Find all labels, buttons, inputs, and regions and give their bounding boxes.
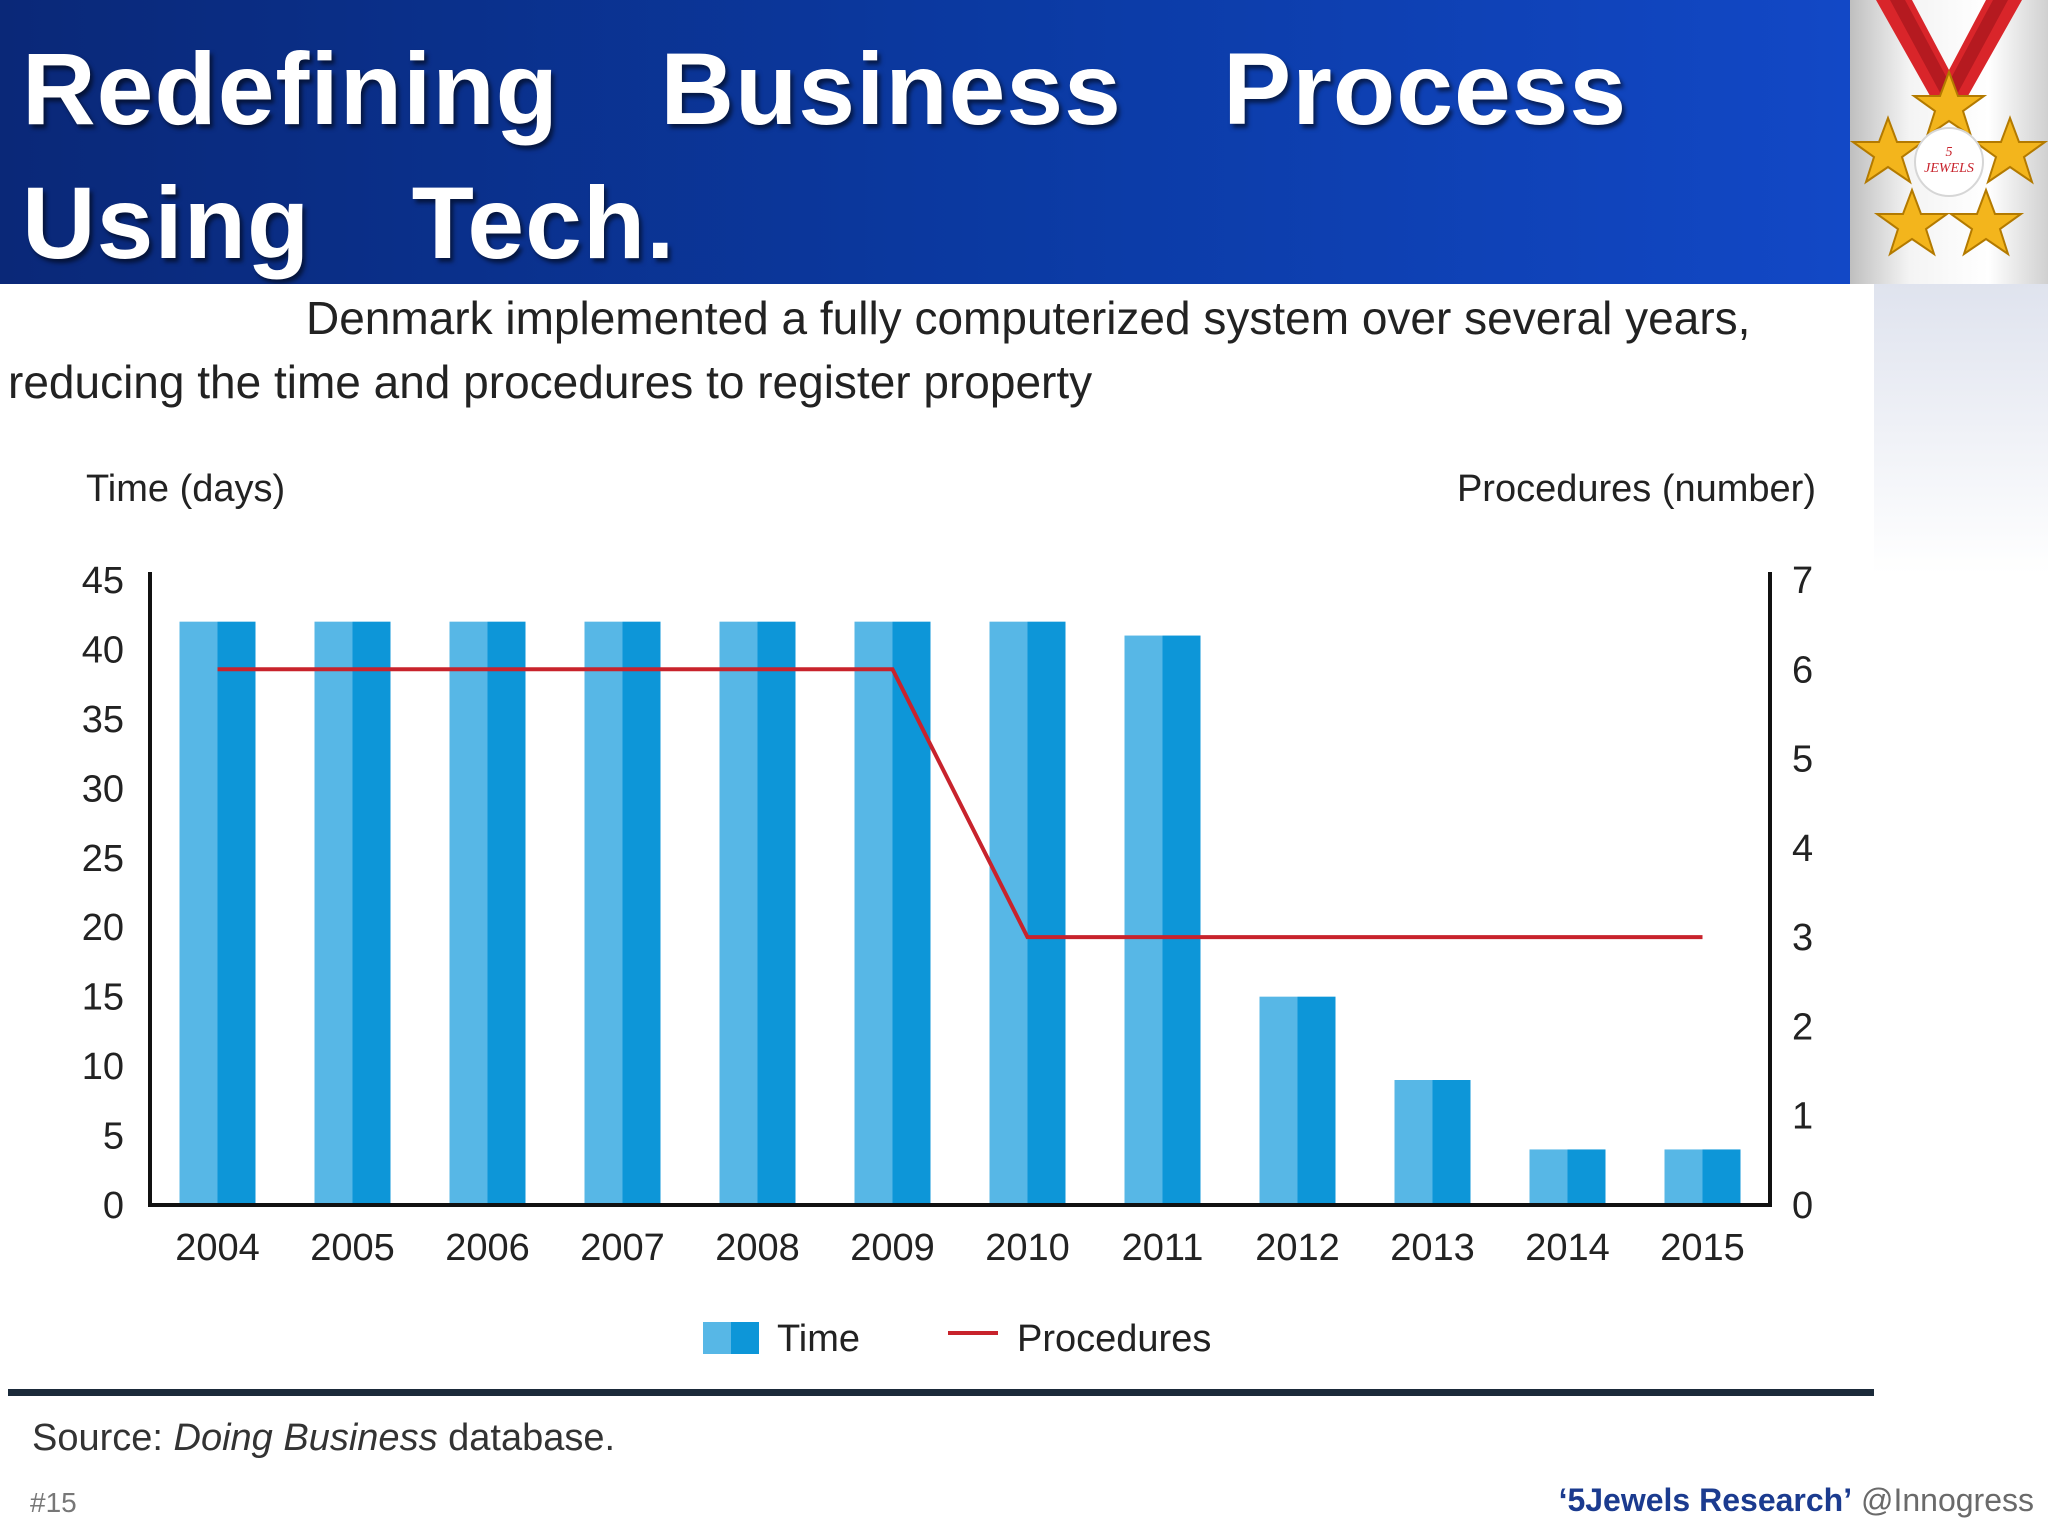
left-tick-label: 15 [82, 977, 124, 1019]
x-tick-label: 2009 [850, 1227, 935, 1269]
logo-word: JEWELS [1924, 161, 1974, 176]
bar-time-2009 [854, 621, 931, 1205]
legend-label-time: Time [777, 1318, 860, 1360]
x-tick-label: 2005 [310, 1227, 395, 1269]
bar-time-2006 [449, 621, 526, 1205]
bar-time-2004 [179, 621, 256, 1205]
chart-subtitle: Denmark implemented a fully computerized… [8, 292, 1751, 408]
x-tick-label: 2010 [985, 1227, 1070, 1269]
bar-time-2012 [1259, 996, 1336, 1205]
slide-title: Redefining Business Process Using Tech. [22, 32, 1628, 280]
bar-time-2011 [1124, 635, 1201, 1205]
left-tick-label: 40 [82, 629, 124, 671]
slide-header: Redefining Business Process Using Tech. [0, 0, 1850, 284]
procedures-line [217, 667, 1703, 940]
left-tick-label: 5 [103, 1116, 124, 1158]
bar-time-2013 [1394, 1080, 1471, 1205]
right-tick-label: 5 [1792, 739, 1813, 781]
right-tick-label: 6 [1792, 649, 1813, 691]
bar-time-2015 [1664, 1149, 1741, 1205]
left-tick-label: 30 [82, 768, 124, 810]
five-jewels-logo: 5 JEWELS [1849, 0, 2048, 284]
left-tick-label: 25 [82, 838, 124, 880]
logo-number: 5 [1946, 145, 1953, 160]
x-tick-label: 2006 [445, 1227, 530, 1269]
source-note: Source: Doing Business database. [32, 1417, 616, 1459]
right-tick-label: 3 [1792, 917, 1813, 959]
chart: Time (days) Procedures (number) 05101520… [82, 468, 1816, 1360]
divider [8, 1389, 1874, 1396]
right-tick-label: 7 [1792, 560, 1813, 602]
right-tick-label: 2 [1792, 1006, 1813, 1048]
bar-time-2008 [719, 621, 796, 1205]
legend-label-procedures: Procedures [1017, 1318, 1211, 1360]
x-tick-label: 2014 [1525, 1227, 1610, 1269]
x-tick-label: 2015 [1660, 1227, 1745, 1269]
legend-swatch-time [703, 1322, 759, 1354]
decorative-band [1874, 284, 2048, 574]
x-tick-label: 2004 [175, 1227, 260, 1269]
left-tick-label: 0 [103, 1185, 124, 1227]
right-axis-title: Procedures (number) [1457, 468, 1816, 510]
left-tick-label: 35 [82, 699, 124, 741]
source-database-name: Doing Business [173, 1417, 438, 1459]
right-tick-label: 1 [1792, 1096, 1813, 1138]
medal-icon: 5 JEWELS [1849, 0, 2048, 257]
x-tick-label: 2008 [715, 1227, 800, 1269]
x-tick-label: 2012 [1255, 1227, 1340, 1269]
x-tick-label: 2011 [1122, 1227, 1204, 1269]
left-tick-label: 45 [82, 560, 124, 602]
left-axis-title: Time (days) [86, 468, 285, 510]
x-tick-label: 2013 [1390, 1227, 1475, 1269]
slide-number: #15 [30, 1487, 77, 1518]
bar-time-2014 [1529, 1149, 1606, 1205]
right-tick-label: 4 [1792, 828, 1813, 870]
chart-legend: Time Procedures [703, 1318, 1211, 1360]
x-tick-label: 2007 [580, 1227, 665, 1269]
bar-time-2007 [584, 621, 661, 1205]
footer-brand: ‘5Jewels Research’ @Innogress [1558, 1482, 2034, 1518]
left-tick-label: 10 [82, 1046, 124, 1088]
right-tick-label: 0 [1792, 1185, 1813, 1227]
bar-time-2005 [314, 621, 391, 1205]
bar-time-2010 [989, 621, 1066, 1205]
left-tick-label: 20 [82, 907, 124, 949]
